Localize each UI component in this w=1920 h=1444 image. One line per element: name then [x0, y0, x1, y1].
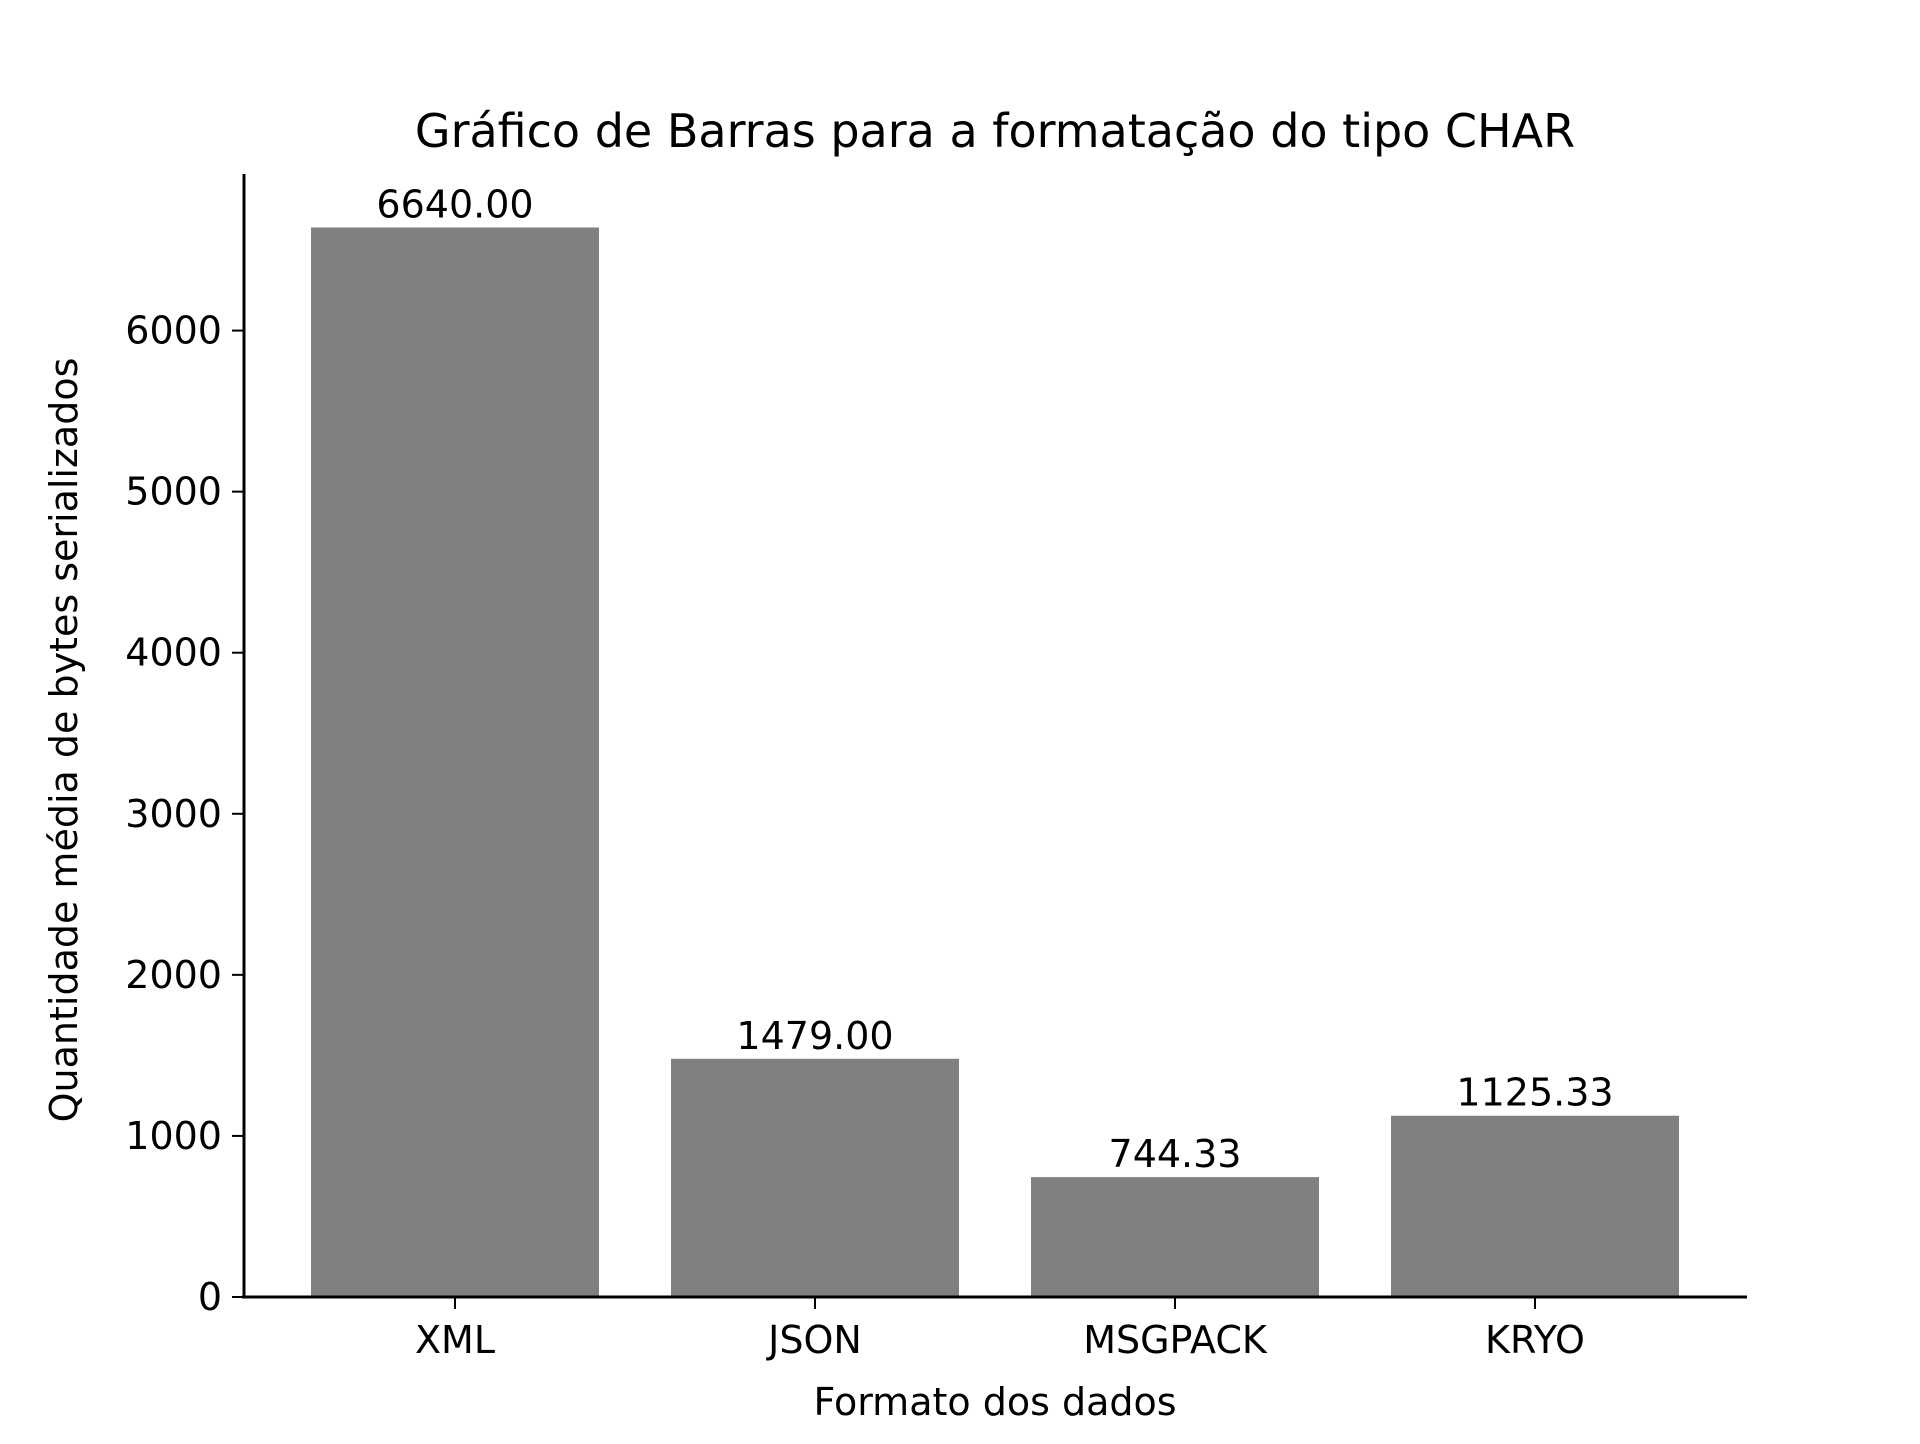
value-label-msgpack: 744.33 [1109, 1132, 1242, 1176]
value-label-xml: 6640.00 [376, 182, 533, 226]
bar-xml [311, 227, 599, 1297]
x-tick-label-kryo: KRYO [1485, 1318, 1585, 1362]
chart-title: Gráfico de Barras para a formatação do t… [415, 104, 1575, 158]
x-tick-label-json: JSON [766, 1318, 862, 1362]
bar-kryo [1391, 1115, 1679, 1297]
y-tick-label: 4000 [125, 631, 222, 675]
value-labels-layer: 6640.00 1479.00 744.33 1125.33 [376, 182, 1613, 1176]
y-tick-label: 1000 [125, 1114, 222, 1158]
bar-json [671, 1058, 959, 1297]
value-label-json: 1479.00 [736, 1014, 893, 1058]
x-tick-label-msgpack: MSGPACK [1083, 1318, 1268, 1362]
bars-layer [311, 227, 1679, 1297]
y-axis-label: Quantidade média de bytes serializados [42, 358, 86, 1123]
y-tick-label: 0 [198, 1275, 222, 1319]
x-axis-label: Formato dos dados [813, 1380, 1176, 1424]
y-tick-label: 2000 [125, 953, 222, 997]
y-tick-label: 3000 [125, 792, 222, 836]
bar-msgpack [1031, 1177, 1319, 1297]
ticks-layer: XML JSON MSGPACK KRYO 0 1000 2000 3000 4000 5000 6… [125, 309, 1585, 1362]
value-label-kryo: 1125.33 [1456, 1071, 1613, 1115]
y-tick-label: 6000 [125, 309, 222, 353]
y-tick-label: 5000 [125, 470, 222, 514]
x-tick-label-xml: XML [415, 1318, 495, 1362]
